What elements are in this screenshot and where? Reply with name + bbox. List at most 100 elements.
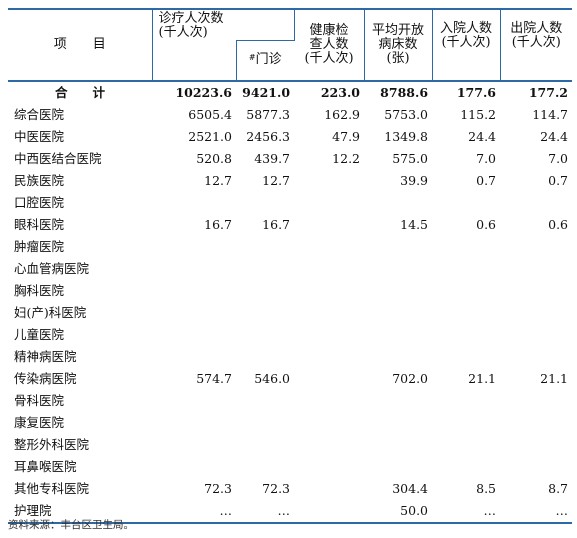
cell-beds: 14.5: [400, 216, 429, 232]
cell-outpatient: [236, 456, 294, 478]
cell-beds: 50.0: [364, 499, 433, 524]
cell-health-check: [294, 192, 364, 214]
cell-admissions: [432, 390, 500, 412]
cell-discharges: [500, 390, 572, 412]
cell-beds: [364, 456, 432, 478]
cell-admissions: 0.6: [476, 216, 497, 232]
cell-beds: [364, 324, 432, 346]
cell-visits: …: [152, 499, 236, 524]
header-outpatient-label: 门诊: [255, 52, 282, 68]
cell-health-check: [294, 499, 365, 524]
cell-outpatient: 2456.3: [246, 128, 291, 144]
hospital-statistics-table: 项 目 诊疗人次数 (千人次) 健康检 查人数 (千人次) 平均开放 病床数 (…: [8, 8, 573, 524]
header-item-label: 项 目: [53, 36, 106, 52]
table-row: 其他专科医院 72.3 72.3 304.4 8.5 8.7: [8, 478, 572, 500]
cell-admissions: [432, 346, 500, 368]
cell-visits: 574.7: [196, 370, 232, 386]
header-visits: 诊疗人次数 (千人次): [152, 8, 295, 41]
cell-visits: 16.7: [204, 216, 232, 232]
header-admissions-label: 入院人数 (千人次): [440, 21, 493, 50]
cell-beds: 304.4: [392, 480, 429, 496]
cell-beds: 575.0: [392, 150, 429, 166]
cell-discharges: [500, 192, 572, 214]
cell-health-check: [294, 236, 364, 258]
cell-beds: 702.0: [392, 370, 429, 386]
cell-health-check: [294, 170, 364, 192]
header-beds-label: 平均开放 病床数 (张): [372, 22, 425, 66]
row-name: 肿瘤医院: [14, 238, 65, 254]
row-name: 妇(产)科医院: [14, 304, 87, 320]
cell-discharges: 0.7: [548, 172, 569, 188]
cell-discharges: [500, 434, 572, 456]
cell-admissions: [432, 434, 500, 456]
cell-discharges: 8.7: [548, 480, 569, 496]
row-name: 中西医结合医院: [14, 150, 102, 166]
header-discharges: 出院人数 (千人次): [500, 8, 573, 82]
cell-visits: 520.8: [196, 150, 232, 166]
cell-outpatient: [236, 280, 294, 302]
table-row: 精神病医院: [8, 346, 572, 368]
cell-health-check: 12.2: [332, 150, 361, 166]
cell-beds: [364, 302, 432, 324]
cell-outpatient: [236, 324, 294, 346]
cell-visits: [152, 192, 236, 214]
cell-discharges: 0.6: [548, 216, 569, 232]
table-row: 中医医院 2521.0 2456.3 47.9 1349.8 24.4 24.4: [8, 126, 572, 148]
total-outpatient: 9421.0: [242, 84, 291, 100]
cell-visits: [152, 434, 236, 456]
cell-health-check: [294, 456, 364, 478]
header-visits-spacer: [152, 40, 237, 82]
cell-visits: [152, 302, 236, 324]
cell-admissions: [432, 302, 500, 324]
cell-discharges: [500, 302, 572, 324]
cell-health-check: 47.9: [332, 128, 361, 144]
cell-beds: [364, 346, 432, 368]
table-row: 耳鼻喉医院: [8, 456, 572, 478]
cell-discharges: 114.7: [532, 106, 569, 122]
table-row: 肿瘤医院: [8, 236, 572, 258]
cell-visits: [152, 346, 236, 368]
cell-outpatient: …: [236, 499, 295, 524]
row-name: 精神病医院: [14, 348, 77, 364]
row-name: 耳鼻喉医院: [14, 458, 77, 474]
table-row: 传染病医院 574.7 546.0 702.0 21.1 21.1: [8, 368, 572, 390]
cell-admissions: 115.2: [460, 106, 497, 122]
row-name: 心血管病医院: [14, 260, 90, 276]
cell-outpatient: [236, 258, 294, 280]
cell-health-check: [294, 478, 364, 500]
table-row: 康复医院: [8, 412, 572, 434]
header-outpatient: #门诊: [235, 40, 295, 82]
cell-outpatient: [236, 302, 294, 324]
table-row: 整形外科医院: [8, 434, 572, 456]
cell-health-check: 162.9: [324, 106, 361, 122]
source-note: 资料来源：丰台区卫生局。: [8, 519, 134, 531]
cell-outpatient: 72.3: [262, 480, 291, 496]
cell-admissions: [432, 456, 500, 478]
cell-health-check: [294, 412, 364, 434]
row-name: 中医医院: [14, 128, 65, 144]
outpatient-mark: #: [248, 53, 256, 63]
cell-admissions: 7.0: [476, 150, 497, 166]
row-name: 护理院: [8, 499, 152, 524]
cell-visits: 12.7: [204, 172, 232, 188]
total-health-check: 223.0: [320, 84, 361, 100]
row-name: 其他专科医院: [14, 480, 90, 496]
row-name: 胸科医院: [14, 282, 65, 298]
cell-admissions: [432, 280, 500, 302]
row-name: 民族医院: [14, 172, 65, 188]
cell-visits: [152, 324, 236, 346]
cell-beds: [364, 280, 432, 302]
header-visits-label: 诊疗人次数 (千人次): [158, 11, 224, 40]
cell-outpatient: [236, 236, 294, 258]
cell-discharges: …: [500, 499, 573, 524]
cell-health-check: [294, 280, 364, 302]
cell-beds: [364, 258, 432, 280]
row-name: 康复医院: [14, 414, 65, 430]
cell-visits: [152, 280, 236, 302]
cell-visits: [152, 236, 236, 258]
cell-health-check: [294, 368, 364, 390]
table-row: 儿童医院: [8, 324, 572, 346]
cell-beds: 5753.0: [384, 106, 429, 122]
cell-health-check: [294, 214, 364, 236]
cell-beds: [364, 390, 432, 412]
